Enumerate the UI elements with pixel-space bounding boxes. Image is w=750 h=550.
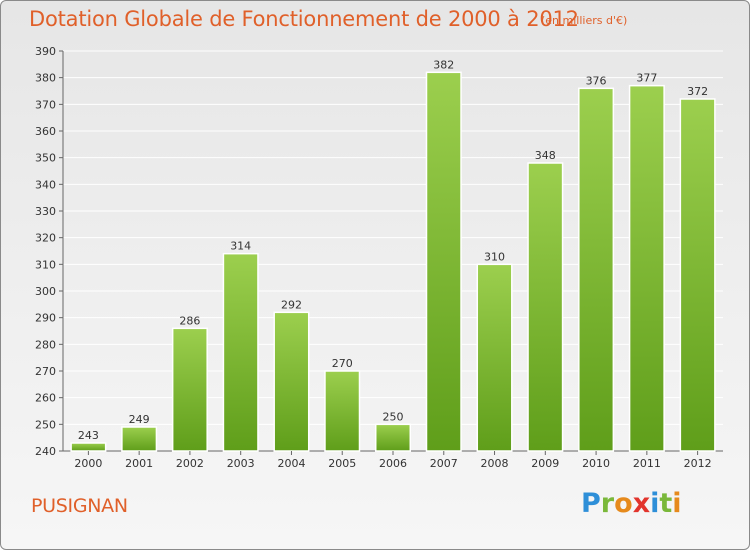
x-tick-label: 2010 [582, 457, 610, 470]
data-label: 310 [484, 250, 505, 263]
y-tick-label: 240 [35, 445, 56, 458]
x-tick-label: 2005 [328, 457, 356, 470]
data-label: 243 [78, 429, 99, 442]
x-tick-label: 2004 [277, 457, 305, 470]
logo-letter: i [650, 488, 660, 519]
y-tick-label: 300 [35, 285, 56, 298]
logo-letter: P [581, 488, 601, 519]
x-tick-label: 2011 [633, 457, 661, 470]
x-tick-label: 2001 [125, 457, 153, 470]
bar [628, 84, 665, 452]
bar [374, 423, 412, 452]
logo-letter: x [632, 488, 651, 519]
y-tick-label: 260 [35, 392, 56, 405]
bar [273, 311, 310, 452]
data-label: 376 [586, 74, 607, 87]
bar [70, 442, 107, 452]
bar [171, 327, 208, 452]
logo-letter: o [614, 488, 633, 519]
data-label: 348 [535, 149, 556, 162]
data-label: 377 [636, 72, 657, 85]
y-tick-label: 390 [35, 45, 56, 58]
x-tick-label: 2012 [684, 457, 712, 470]
logo-letter: i [672, 488, 682, 519]
y-tick-label: 280 [35, 338, 56, 351]
y-tick-label: 290 [35, 312, 56, 325]
data-label: 372 [687, 85, 708, 98]
chart-title: Dotation Globale de Fonctionnement de 20… [29, 7, 579, 31]
logo-letter: t [659, 488, 673, 519]
y-tick-label: 270 [35, 365, 56, 378]
x-tick-label: 2009 [531, 457, 559, 470]
y-tick-label: 340 [35, 178, 56, 191]
data-label: 292 [281, 298, 302, 311]
data-label: 286 [179, 314, 200, 327]
logo-letter: r [600, 488, 615, 519]
proxiti-logo: Proxiti [581, 488, 682, 519]
x-tick-label: 2006 [379, 457, 407, 470]
x-tick-label: 2007 [430, 457, 458, 470]
y-tick-label: 370 [35, 98, 56, 111]
bar [324, 370, 361, 452]
commune-name: PUSIGNAN [31, 495, 128, 517]
x-tick-label: 2008 [481, 457, 509, 470]
y-tick-label: 250 [35, 418, 56, 431]
y-tick-label: 310 [35, 258, 56, 271]
x-tick-label: 2002 [176, 457, 204, 470]
y-tick-label: 380 [35, 72, 56, 85]
bar [578, 87, 615, 452]
y-tick-label: 320 [35, 232, 56, 245]
bar [476, 263, 513, 452]
bar [425, 71, 462, 452]
data-label: 249 [129, 413, 150, 426]
bar [679, 98, 716, 452]
data-label: 250 [383, 410, 404, 423]
y-tick-label: 330 [35, 205, 56, 218]
data-label: 382 [433, 58, 454, 71]
y-tick-label: 360 [35, 125, 56, 138]
chart-subtitle: (en milliers d'€) [541, 14, 628, 27]
data-label: 314 [230, 240, 251, 253]
x-tick-label: 2003 [227, 457, 255, 470]
data-label: 270 [332, 357, 353, 370]
bar [222, 252, 259, 452]
bar [121, 426, 158, 452]
bar [527, 162, 564, 452]
y-tick-label: 350 [35, 152, 56, 165]
x-tick-label: 2000 [74, 457, 102, 470]
